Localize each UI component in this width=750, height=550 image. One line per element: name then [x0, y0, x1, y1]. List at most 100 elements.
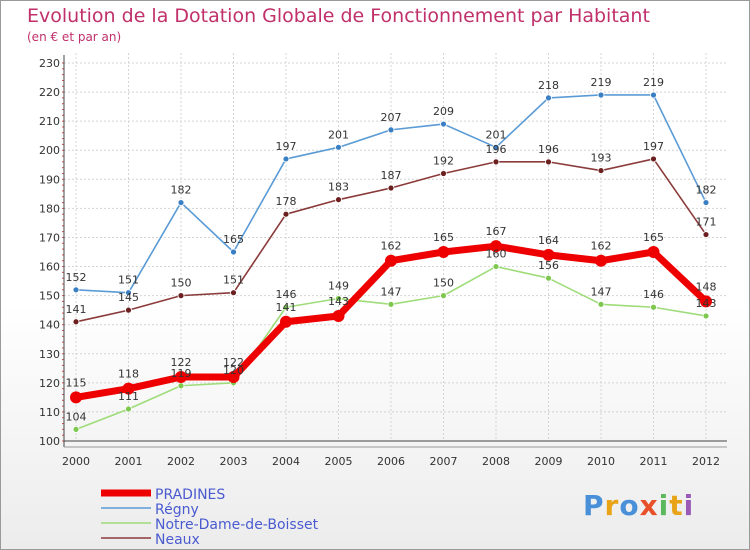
data-point-neaux: [125, 306, 132, 314]
y-tick-label: 170: [39, 231, 60, 244]
data-point-r-gny: [492, 143, 500, 151]
data-point-neaux: [702, 231, 710, 238]
data-label-neaux: 183: [328, 181, 349, 194]
data-point-neaux: [282, 210, 290, 218]
logo-letter: r: [604, 489, 620, 522]
data-point-notre-dame-de-boisset: [387, 300, 395, 308]
data-point-r-gny: [702, 199, 710, 206]
data-label-neaux: 171: [696, 216, 717, 229]
data-point-neaux: [545, 158, 552, 166]
data-label-r-gny: 197: [276, 140, 297, 153]
data-label-r-gny: 219: [643, 76, 664, 89]
y-tick-label: 140: [39, 319, 60, 332]
data-label-r-gny: 201: [486, 128, 507, 141]
data-point-r-gny: [230, 248, 237, 256]
data-label-pradines: 167: [486, 225, 507, 238]
data-point-neaux: [492, 158, 500, 166]
y-tick-label: 190: [39, 173, 60, 186]
data-point-r-gny: [440, 120, 447, 128]
logo-letter: o: [619, 489, 640, 522]
y-tick-label: 220: [39, 86, 60, 99]
x-tick-label: 2008: [482, 455, 510, 468]
data-point-r-gny: [125, 289, 132, 297]
data-point-pradines: [70, 391, 82, 404]
data-label-neaux: 192: [433, 154, 454, 167]
logo-letter: t: [669, 489, 684, 522]
data-label-notre-dame-de-boisset: 146: [276, 288, 297, 301]
y-tick-label: 210: [39, 115, 60, 128]
data-label-r-gny: 201: [328, 128, 349, 141]
data-point-pradines: [437, 246, 450, 258]
data-point-r-gny: [545, 94, 552, 102]
y-tick-label: 120: [39, 377, 60, 390]
data-point-pradines: [122, 382, 135, 395]
data-point-r-gny: [597, 91, 605, 99]
data-label-r-gny: 152: [66, 271, 87, 284]
data-point-r-gny: [282, 155, 290, 163]
x-tick-label: 2001: [115, 455, 143, 468]
data-label-pradines: 118: [118, 368, 139, 381]
y-tick-label: 100: [39, 435, 60, 448]
data-point-r-gny: [650, 91, 657, 99]
data-point-neaux: [177, 292, 185, 300]
data-label-pradines: 162: [381, 240, 402, 253]
data-label-pradines: 165: [433, 231, 454, 244]
data-point-neaux: [387, 184, 395, 192]
y-tick-label: 150: [39, 290, 60, 303]
data-point-pradines: [385, 254, 397, 267]
data-point-notre-dame-de-boisset: [282, 303, 290, 311]
x-tick-label: 2000: [62, 455, 90, 468]
data-label-r-gny: 151: [118, 274, 139, 287]
logo-letter: P: [583, 489, 605, 522]
data-label-r-gny: 207: [381, 111, 402, 124]
data-label-pradines: 162: [591, 240, 612, 253]
data-label-notre-dame-de-boisset: 149: [328, 280, 349, 293]
y-tick-label: 200: [39, 144, 60, 157]
data-label-neaux: 151: [223, 274, 244, 287]
data-point-notre-dame-de-boisset: [125, 405, 132, 413]
data-label-notre-dame-de-boisset: 156: [538, 259, 559, 272]
data-label-pradines: 115: [66, 376, 87, 389]
data-label-neaux: 193: [591, 152, 612, 165]
y-tick-label: 160: [39, 261, 60, 274]
data-point-r-gny: [335, 143, 342, 151]
data-label-neaux: 196: [538, 143, 559, 156]
data-point-neaux: [335, 196, 342, 204]
data-point-pradines: [647, 246, 660, 258]
data-label-r-gny: 219: [591, 76, 612, 89]
data-label-pradines: 165: [643, 231, 664, 244]
data-point-neaux: [230, 289, 237, 297]
data-label-neaux: 196: [486, 143, 507, 156]
data-label-r-gny: 182: [171, 184, 192, 197]
data-label-notre-dame-de-boisset: 120: [223, 364, 244, 377]
x-tick-label: 2012: [692, 455, 720, 468]
data-label-pradines: 148: [696, 280, 717, 293]
data-label-notre-dame-de-boisset: 150: [433, 277, 454, 290]
data-label-neaux: 178: [276, 195, 297, 208]
logo-letter: i: [683, 489, 695, 522]
x-tick-label: 2011: [640, 455, 668, 468]
data-point-pradines: [700, 295, 712, 308]
x-tick-label: 2009: [535, 455, 563, 468]
legend-label-notre-dame-de-boisset: Notre-Dame-de-Boisset: [155, 517, 319, 533]
data-point-notre-dame-de-boisset: [545, 274, 552, 282]
data-point-r-gny: [387, 126, 395, 134]
data-label-neaux: 197: [643, 140, 664, 153]
data-point-pradines: [490, 240, 502, 253]
data-label-pradines: 141: [276, 301, 297, 314]
x-tick-label: 2004: [272, 455, 300, 468]
y-tick-label: 130: [39, 348, 60, 361]
data-point-pradines: [175, 371, 187, 384]
data-label-neaux: 150: [171, 277, 192, 290]
data-point-pradines: [595, 254, 607, 267]
chart-title: Evolution de la Dotation Globale de Fonc…: [27, 5, 650, 27]
data-label-notre-dame-de-boisset: 104: [66, 410, 87, 423]
data-label-r-gny: 209: [433, 105, 454, 118]
data-label-r-gny: 165: [223, 233, 244, 246]
logo-letter: x: [639, 489, 659, 522]
data-point-neaux: [650, 155, 657, 163]
data-point-notre-dame-de-boisset: [702, 312, 710, 320]
y-tick-label: 180: [39, 202, 60, 215]
data-point-notre-dame-de-boisset: [650, 303, 657, 311]
